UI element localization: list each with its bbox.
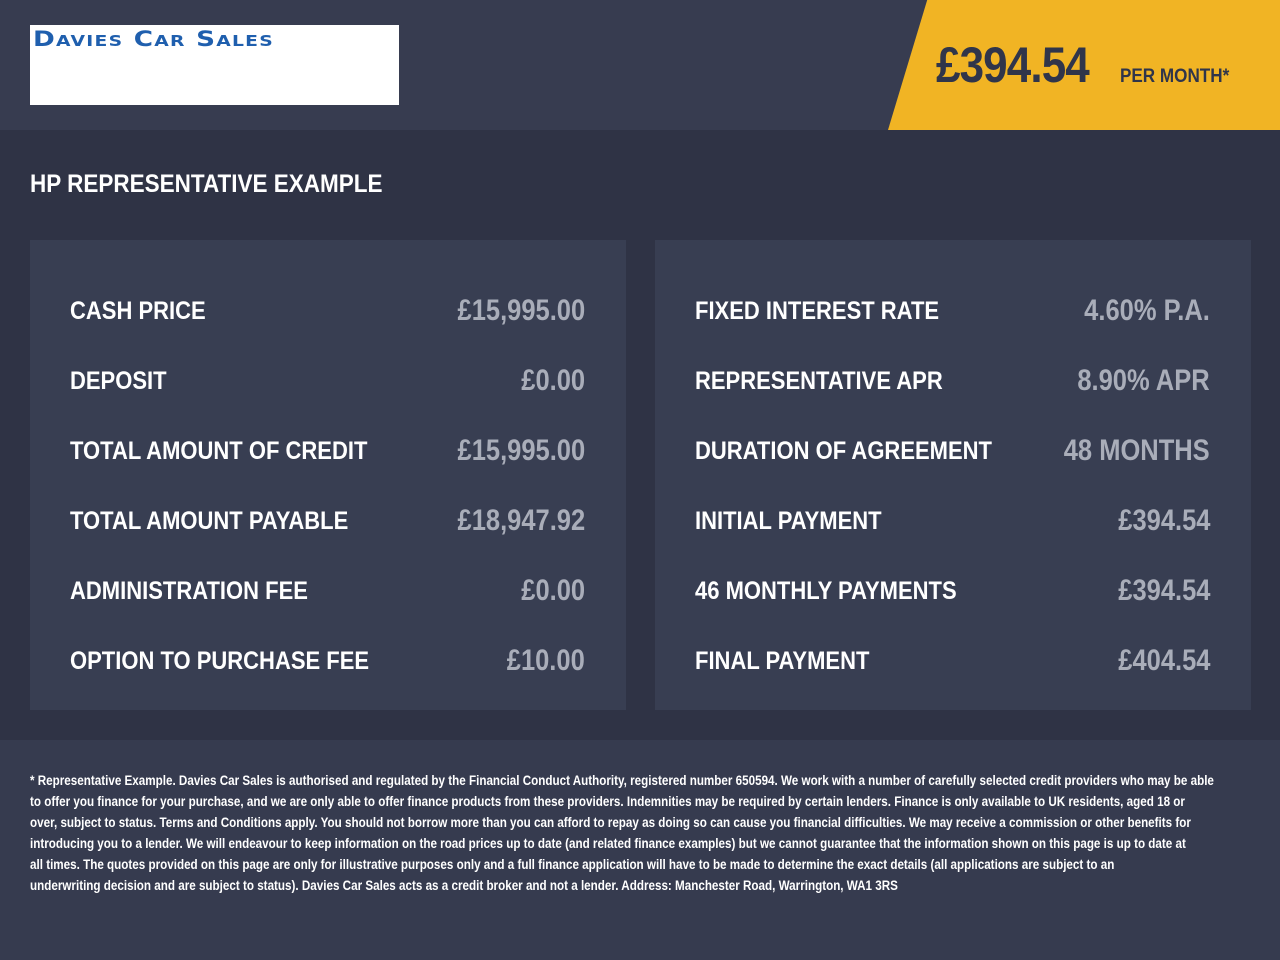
finance-label: FIXED INTEREST RATE — [695, 296, 940, 325]
finance-value: £0.00 — [521, 574, 585, 607]
finance-value: £0.00 — [521, 364, 585, 397]
finance-value: 8.90% APR — [1077, 364, 1210, 397]
finance-row: 46 MONTHLY PAYMENTS £394.54 — [695, 556, 1210, 626]
finance-label: INITIAL PAYMENT — [695, 506, 882, 535]
finance-row: INITIAL PAYMENT £394.54 — [695, 486, 1210, 556]
disclaimer-line: all times. The quotes provided on this p… — [30, 857, 1115, 872]
monthly-price: £394.54 — [936, 37, 1090, 93]
finance-value: £394.54 — [1117, 574, 1210, 607]
per-month-label: PER MONTH* — [1120, 66, 1230, 87]
finance-row: DEPOSIT £0.00 — [70, 346, 585, 416]
finance-row: ADMINISTRATION FEE £0.00 — [70, 556, 585, 626]
finance-label: 46 MONTHLY PAYMENTS — [695, 576, 957, 605]
finance-label: TOTAL AMOUNT OF CREDIT — [70, 436, 368, 465]
finance-value: 48 MONTHS — [1064, 434, 1210, 467]
finance-label: FINAL PAYMENT — [695, 646, 870, 675]
finance-value: £404.54 — [1117, 644, 1210, 677]
finance-value: £10.00 — [506, 644, 585, 677]
finance-label: REPRESENTATIVE APR — [695, 366, 943, 395]
logo-text: Davies Car Sales — [33, 27, 274, 51]
finance-panel-left: CASH PRICE £15,995.00 DEPOSIT £0.00 TOTAL AM… — [30, 240, 626, 710]
finance-row: DURATION OF AGREEMENT 48 MONTHS — [695, 416, 1210, 486]
finance-value: 4.60% P.A. — [1084, 294, 1210, 327]
dealer-logo[interactable]: Davies Car Sales — [30, 25, 399, 105]
disclaimer-line: underwriting decision and are subject to… — [30, 878, 898, 893]
disclaimer-text: * Representative Example. Davies Car Sal… — [30, 770, 1214, 896]
header: Davies Car Sales £394.54 PER MONTH* — [0, 0, 1280, 130]
finance-value: £18,947.92 — [457, 504, 585, 537]
finance-row: CASH PRICE £15,995.00 — [70, 276, 585, 346]
disclaimer-line: * Representative Example. Davies Car Sal… — [30, 773, 1214, 788]
finance-value: £15,995.00 — [457, 434, 585, 467]
monthly-price-badge: £394.54 PER MONTH* — [888, 0, 1280, 130]
section-title: HP REPRESENTATIVE EXAMPLE — [30, 170, 383, 198]
disclaimer-line: to offer you finance for your purchase, … — [30, 794, 1185, 809]
finance-row: TOTAL AMOUNT OF CREDIT £15,995.00 — [70, 416, 585, 486]
finance-label: DURATION OF AGREEMENT — [695, 436, 992, 465]
finance-label: OPTION TO PURCHASE FEE — [70, 646, 370, 675]
disclaimer-line: introducing you to a lender. We will end… — [30, 836, 1186, 851]
finance-label: ADMINISTRATION FEE — [70, 576, 308, 605]
finance-value: £394.54 — [1117, 504, 1210, 537]
finance-label: CASH PRICE — [70, 296, 206, 325]
finance-row: OPTION TO PURCHASE FEE £10.00 — [70, 626, 585, 696]
footer: * Representative Example. Davies Car Sal… — [0, 740, 1280, 960]
finance-row: FINAL PAYMENT £404.54 — [695, 626, 1210, 696]
finance-row: REPRESENTATIVE APR 8.90% APR — [695, 346, 1210, 416]
finance-label: DEPOSIT — [70, 366, 167, 395]
finance-row: TOTAL AMOUNT PAYABLE £18,947.92 — [70, 486, 585, 556]
finance-panel-right: FIXED INTEREST RATE 4.60% P.A. REPRESENTAT… — [655, 240, 1251, 710]
disclaimer-line: over, subject to status. Terms and Condi… — [30, 815, 1191, 830]
finance-value: £15,995.00 — [457, 294, 585, 327]
finance-label: TOTAL AMOUNT PAYABLE — [70, 506, 349, 535]
finance-row: FIXED INTEREST RATE 4.60% P.A. — [695, 276, 1210, 346]
